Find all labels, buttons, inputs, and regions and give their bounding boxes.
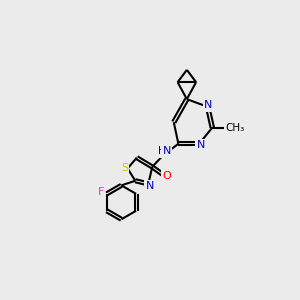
Text: N: N <box>204 100 213 110</box>
Text: S: S <box>121 163 128 173</box>
Text: CH₃: CH₃ <box>225 123 244 133</box>
Text: N: N <box>196 140 205 150</box>
Text: H: H <box>158 146 165 157</box>
Text: N: N <box>146 181 154 191</box>
Text: F: F <box>98 187 104 196</box>
Text: O: O <box>163 171 171 181</box>
Text: N: N <box>163 146 171 157</box>
